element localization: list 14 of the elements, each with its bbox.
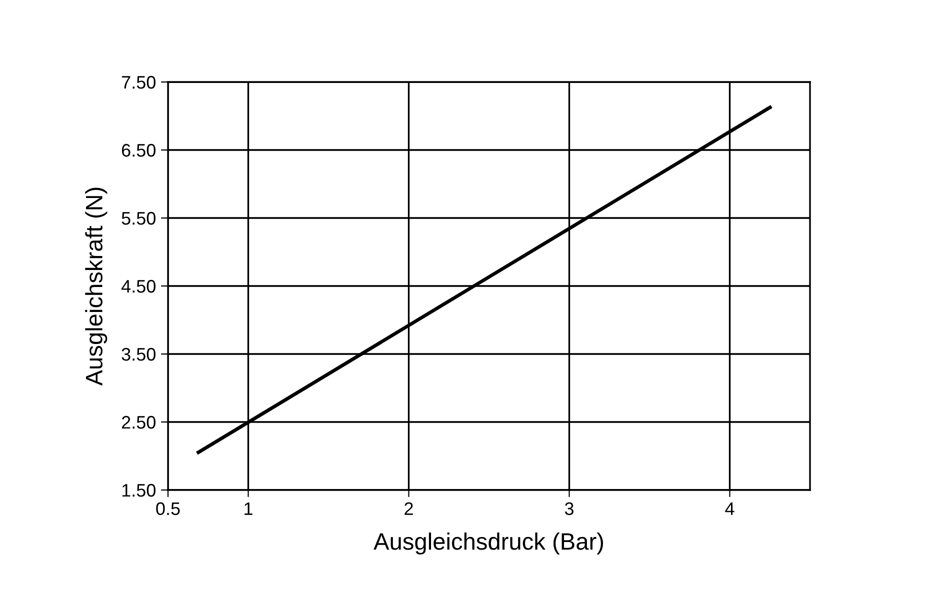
y-tick-label: 5.50 [122, 212, 156, 225]
x-tick-label: 1 [244, 502, 252, 515]
x-axis-title: Ausgleichsdruck (Bar) [374, 532, 604, 555]
y-tick-label: 7.50 [122, 76, 156, 89]
y-tick-label: 4.50 [121, 280, 156, 293]
x-tick-label: 4 [725, 502, 734, 515]
y-axis-title: Ausgleichskraft (N) [85, 188, 108, 386]
x-tick-label: 0.5 [156, 502, 180, 516]
y-tick-label: 1.50 [122, 484, 156, 497]
y-tick-label: 6.50 [122, 144, 156, 157]
x-tick-label: 2 [404, 502, 413, 515]
y-tick-label: 2.50 [122, 416, 156, 429]
y-tick-label: 3.50 [122, 348, 156, 361]
x-tick-label: 3 [564, 502, 574, 516]
